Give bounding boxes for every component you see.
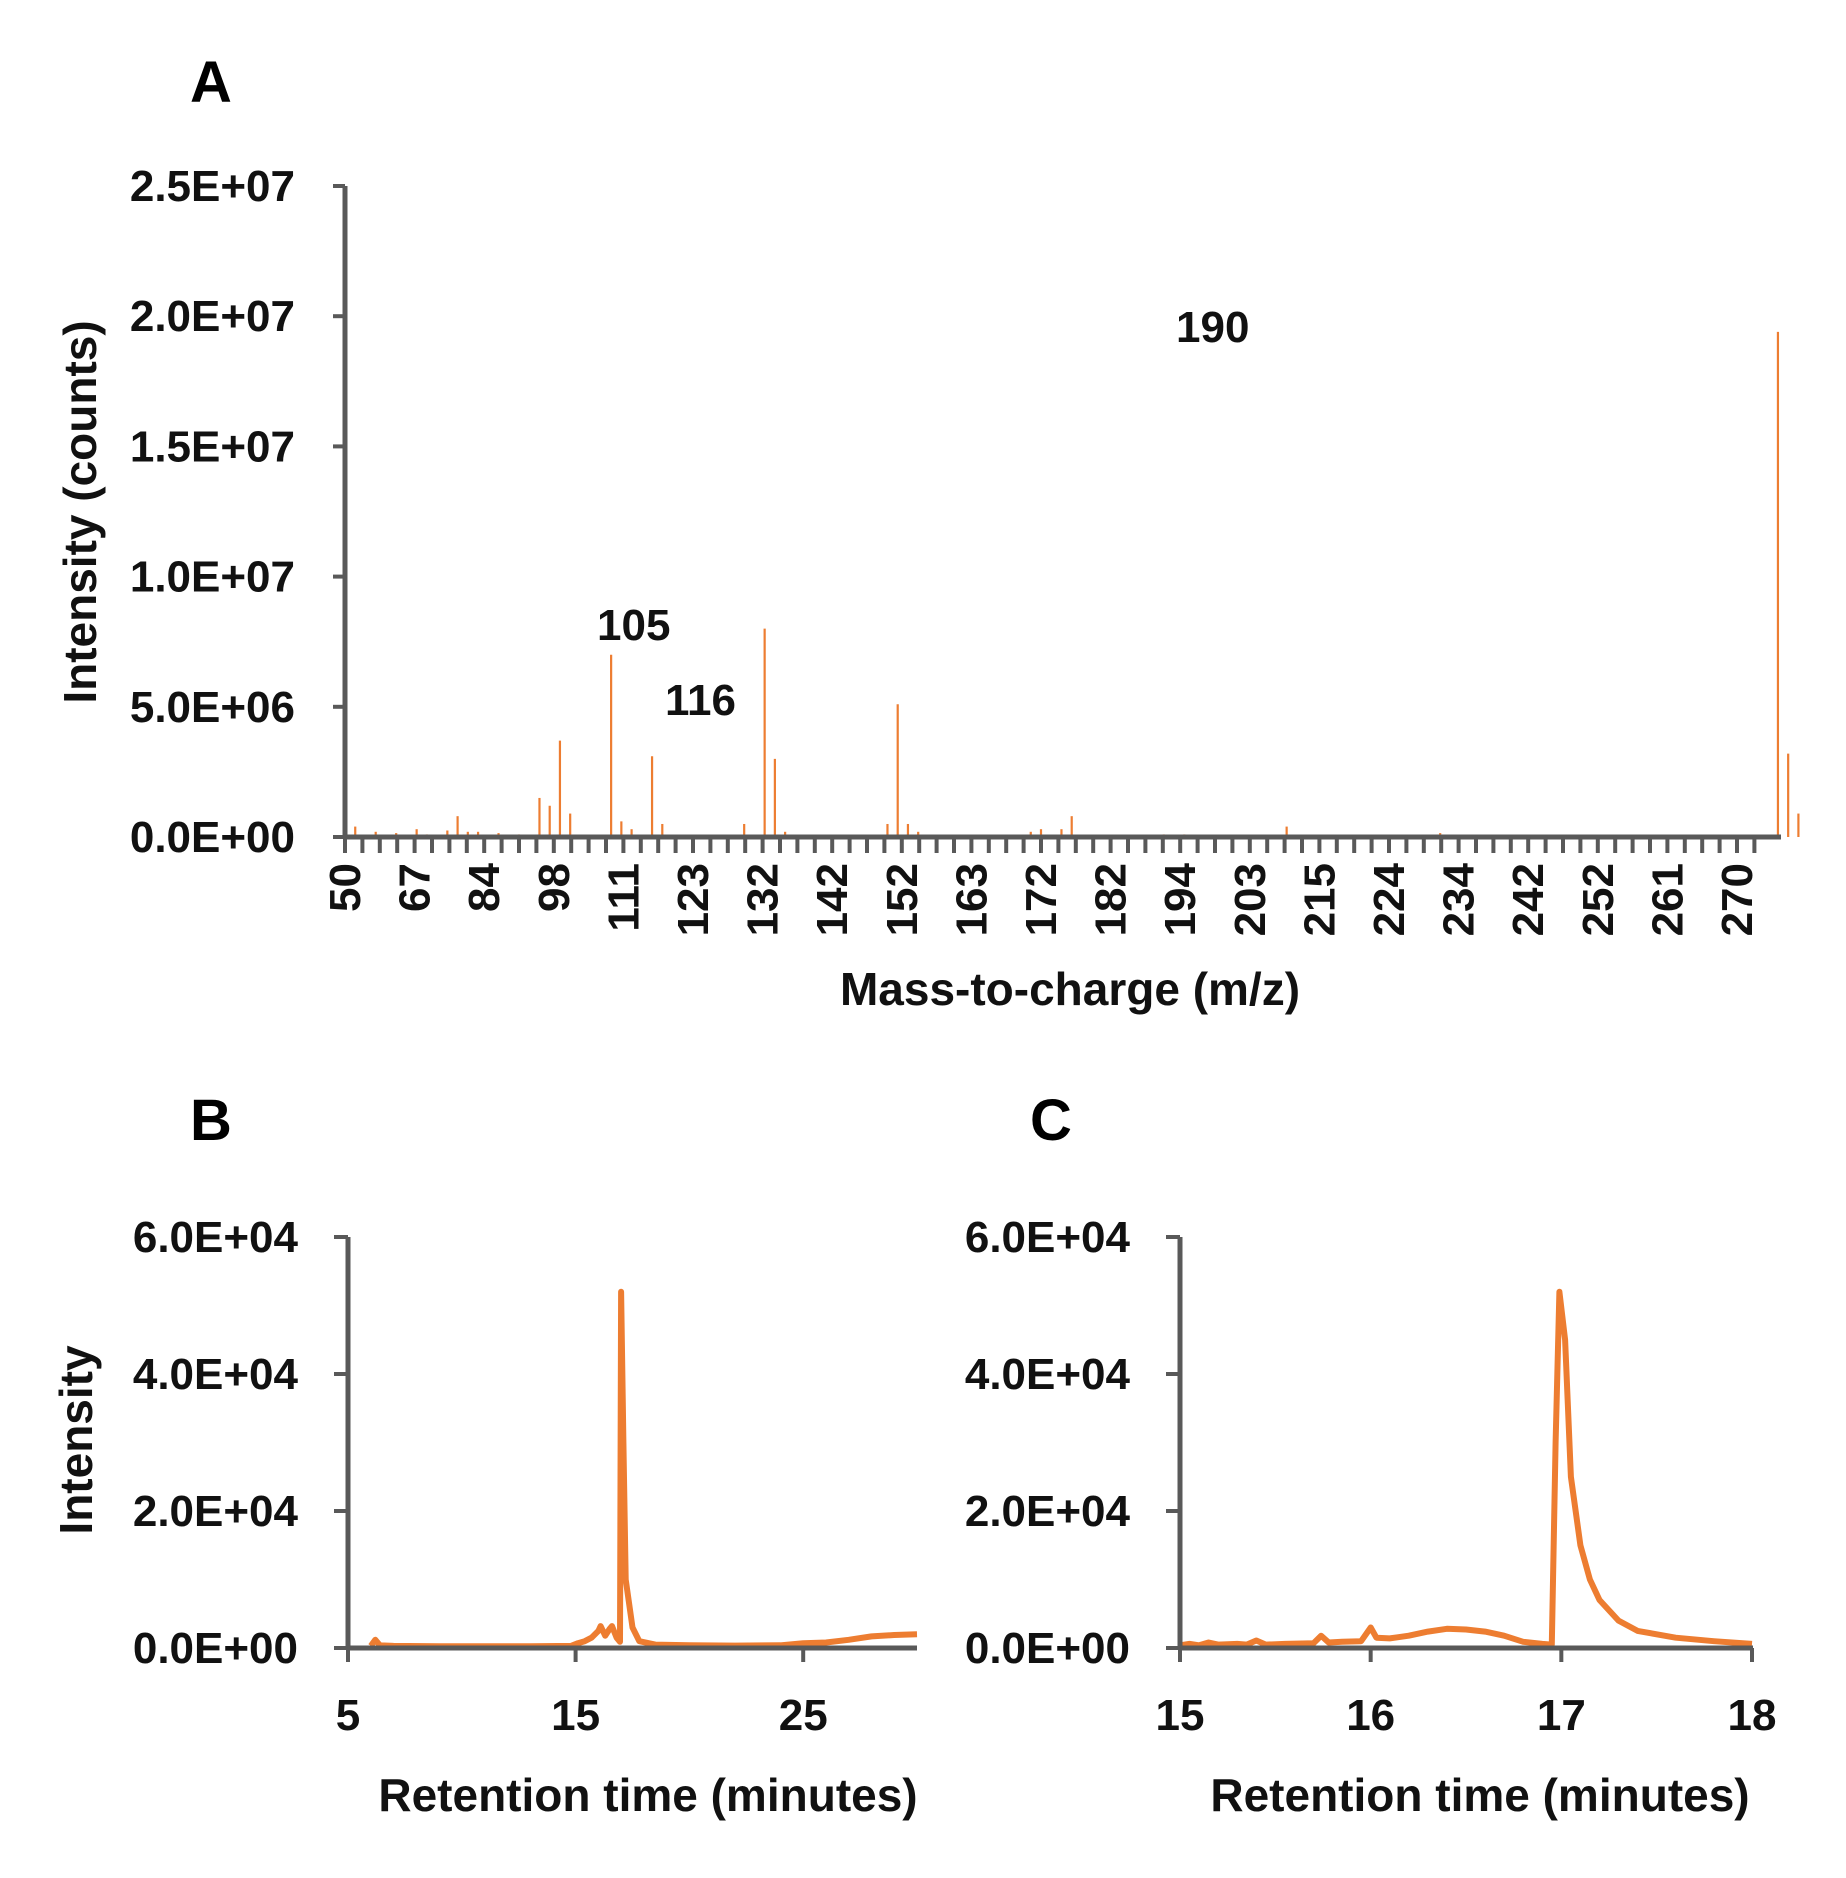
x-tick-label: 15: [551, 1691, 600, 1740]
x-tick-label: 182: [1087, 863, 1136, 936]
x-tick-label: 132: [739, 863, 788, 936]
y-tick-label: 2.0E+04: [965, 1487, 1131, 1536]
y-tick-label: 0.0E+00: [133, 1624, 298, 1673]
x-tick-label: 142: [808, 863, 857, 936]
y-tick-label: 4.0E+04: [133, 1350, 299, 1399]
x-tick-label: 18: [1728, 1691, 1777, 1740]
y-tick-label: 2.0E+04: [133, 1487, 299, 1536]
y-tick-label: 6.0E+04: [133, 1213, 299, 1262]
x-tick-label: 234: [1435, 862, 1484, 936]
chart-b-series-line: [368, 1288, 918, 1650]
chart-c-x-ticks: 15 16 17 18: [1156, 1648, 1777, 1740]
y-tick-label: 0.0E+00: [130, 813, 295, 862]
peak-label-116: 116: [665, 676, 736, 725]
chart-c-series-line: [1179, 1288, 1753, 1649]
x-tick-label: 123: [669, 863, 718, 936]
y-tick-label: 4.0E+04: [965, 1350, 1131, 1399]
y-tick-label: 1.5E+07: [130, 422, 295, 471]
x-tick-label: 15: [1156, 1691, 1205, 1740]
x-tick-label: 261: [1643, 863, 1692, 936]
chart-b-y-axis-title: Intensity: [50, 1345, 102, 1535]
x-tick-label: 152: [878, 863, 927, 936]
y-tick-label: 2.5E+07: [130, 162, 295, 211]
chart-b-y-ticks: 0.0E+00 2.0E+04 4.0E+04 6.0E+04: [133, 1213, 348, 1673]
panel-label-c: C: [1030, 1088, 1072, 1153]
chart-a-peaks: [343, 331, 1800, 837]
chart-a-y-axis-title: Intensity (counts): [54, 320, 106, 703]
x-tick-label: 50: [321, 863, 370, 912]
y-tick-label: 6.0E+04: [965, 1213, 1131, 1262]
chart-c: 0.0E+00 2.0E+04 4.0E+04 6.0E+04 15 16 17 18 Re…: [965, 1213, 1777, 1821]
y-tick-label: 0.0E+00: [965, 1624, 1130, 1673]
x-tick-label: 270: [1713, 863, 1762, 936]
x-tick-label: 111: [599, 863, 648, 932]
peak-label-190: 190: [1176, 303, 1249, 352]
x-tick-label: 224: [1365, 862, 1414, 936]
x-tick-label: 163: [947, 863, 996, 936]
y-tick-label: 2.0E+07: [130, 292, 295, 341]
x-tick-label: 16: [1346, 1691, 1395, 1740]
x-tick-label: 203: [1226, 863, 1275, 936]
chart-b: 0.0E+00 2.0E+04 4.0E+04 6.0E+04 5 15 25 Reten…: [50, 1213, 918, 1821]
x-tick-label: 98: [530, 863, 579, 912]
chart-b-x-ticks: 5 15 25: [336, 1648, 828, 1740]
x-tick-label: 84: [460, 862, 509, 911]
chart-a-x-axis-title: Mass-to-charge (m/z): [840, 963, 1300, 1015]
x-tick-label: 172: [1017, 863, 1066, 936]
chart-a: 0.0E+00 5.0E+06 1.0E+07 1.5E+07 2.0E+07 2.5E+…: [54, 162, 1800, 1015]
chart-a-x-ticks: 50 67 84 98 111 123 132 142 152 163 172 182 194 203 21…: [321, 837, 1762, 936]
x-tick-label: 25: [779, 1691, 828, 1740]
panel-label-b: B: [190, 1088, 232, 1153]
peak-label-105: 105: [597, 601, 670, 650]
x-tick-label: 5: [336, 1691, 360, 1740]
chart-c-x-axis-title: Retention time (minutes): [1210, 1769, 1749, 1821]
x-tick-label: 252: [1574, 863, 1623, 936]
x-tick-label: 67: [391, 863, 440, 912]
chart-a-y-ticks: 0.0E+00 5.0E+06 1.0E+07 1.5E+07 2.0E+07 2.5E+…: [130, 162, 345, 862]
panel-label-a: A: [190, 50, 232, 115]
x-tick-label: 194: [1156, 862, 1205, 936]
y-tick-label: 1.0E+07: [130, 553, 295, 602]
y-tick-label: 5.0E+06: [130, 683, 295, 732]
x-tick-label: 242: [1504, 863, 1553, 936]
x-tick-label: 17: [1537, 1691, 1586, 1740]
chart-c-y-ticks: 0.0E+00 2.0E+04 4.0E+04 6.0E+04: [965, 1213, 1180, 1673]
chart-b-x-axis-title: Retention time (minutes): [378, 1769, 917, 1821]
x-tick-label: 215: [1295, 863, 1344, 936]
